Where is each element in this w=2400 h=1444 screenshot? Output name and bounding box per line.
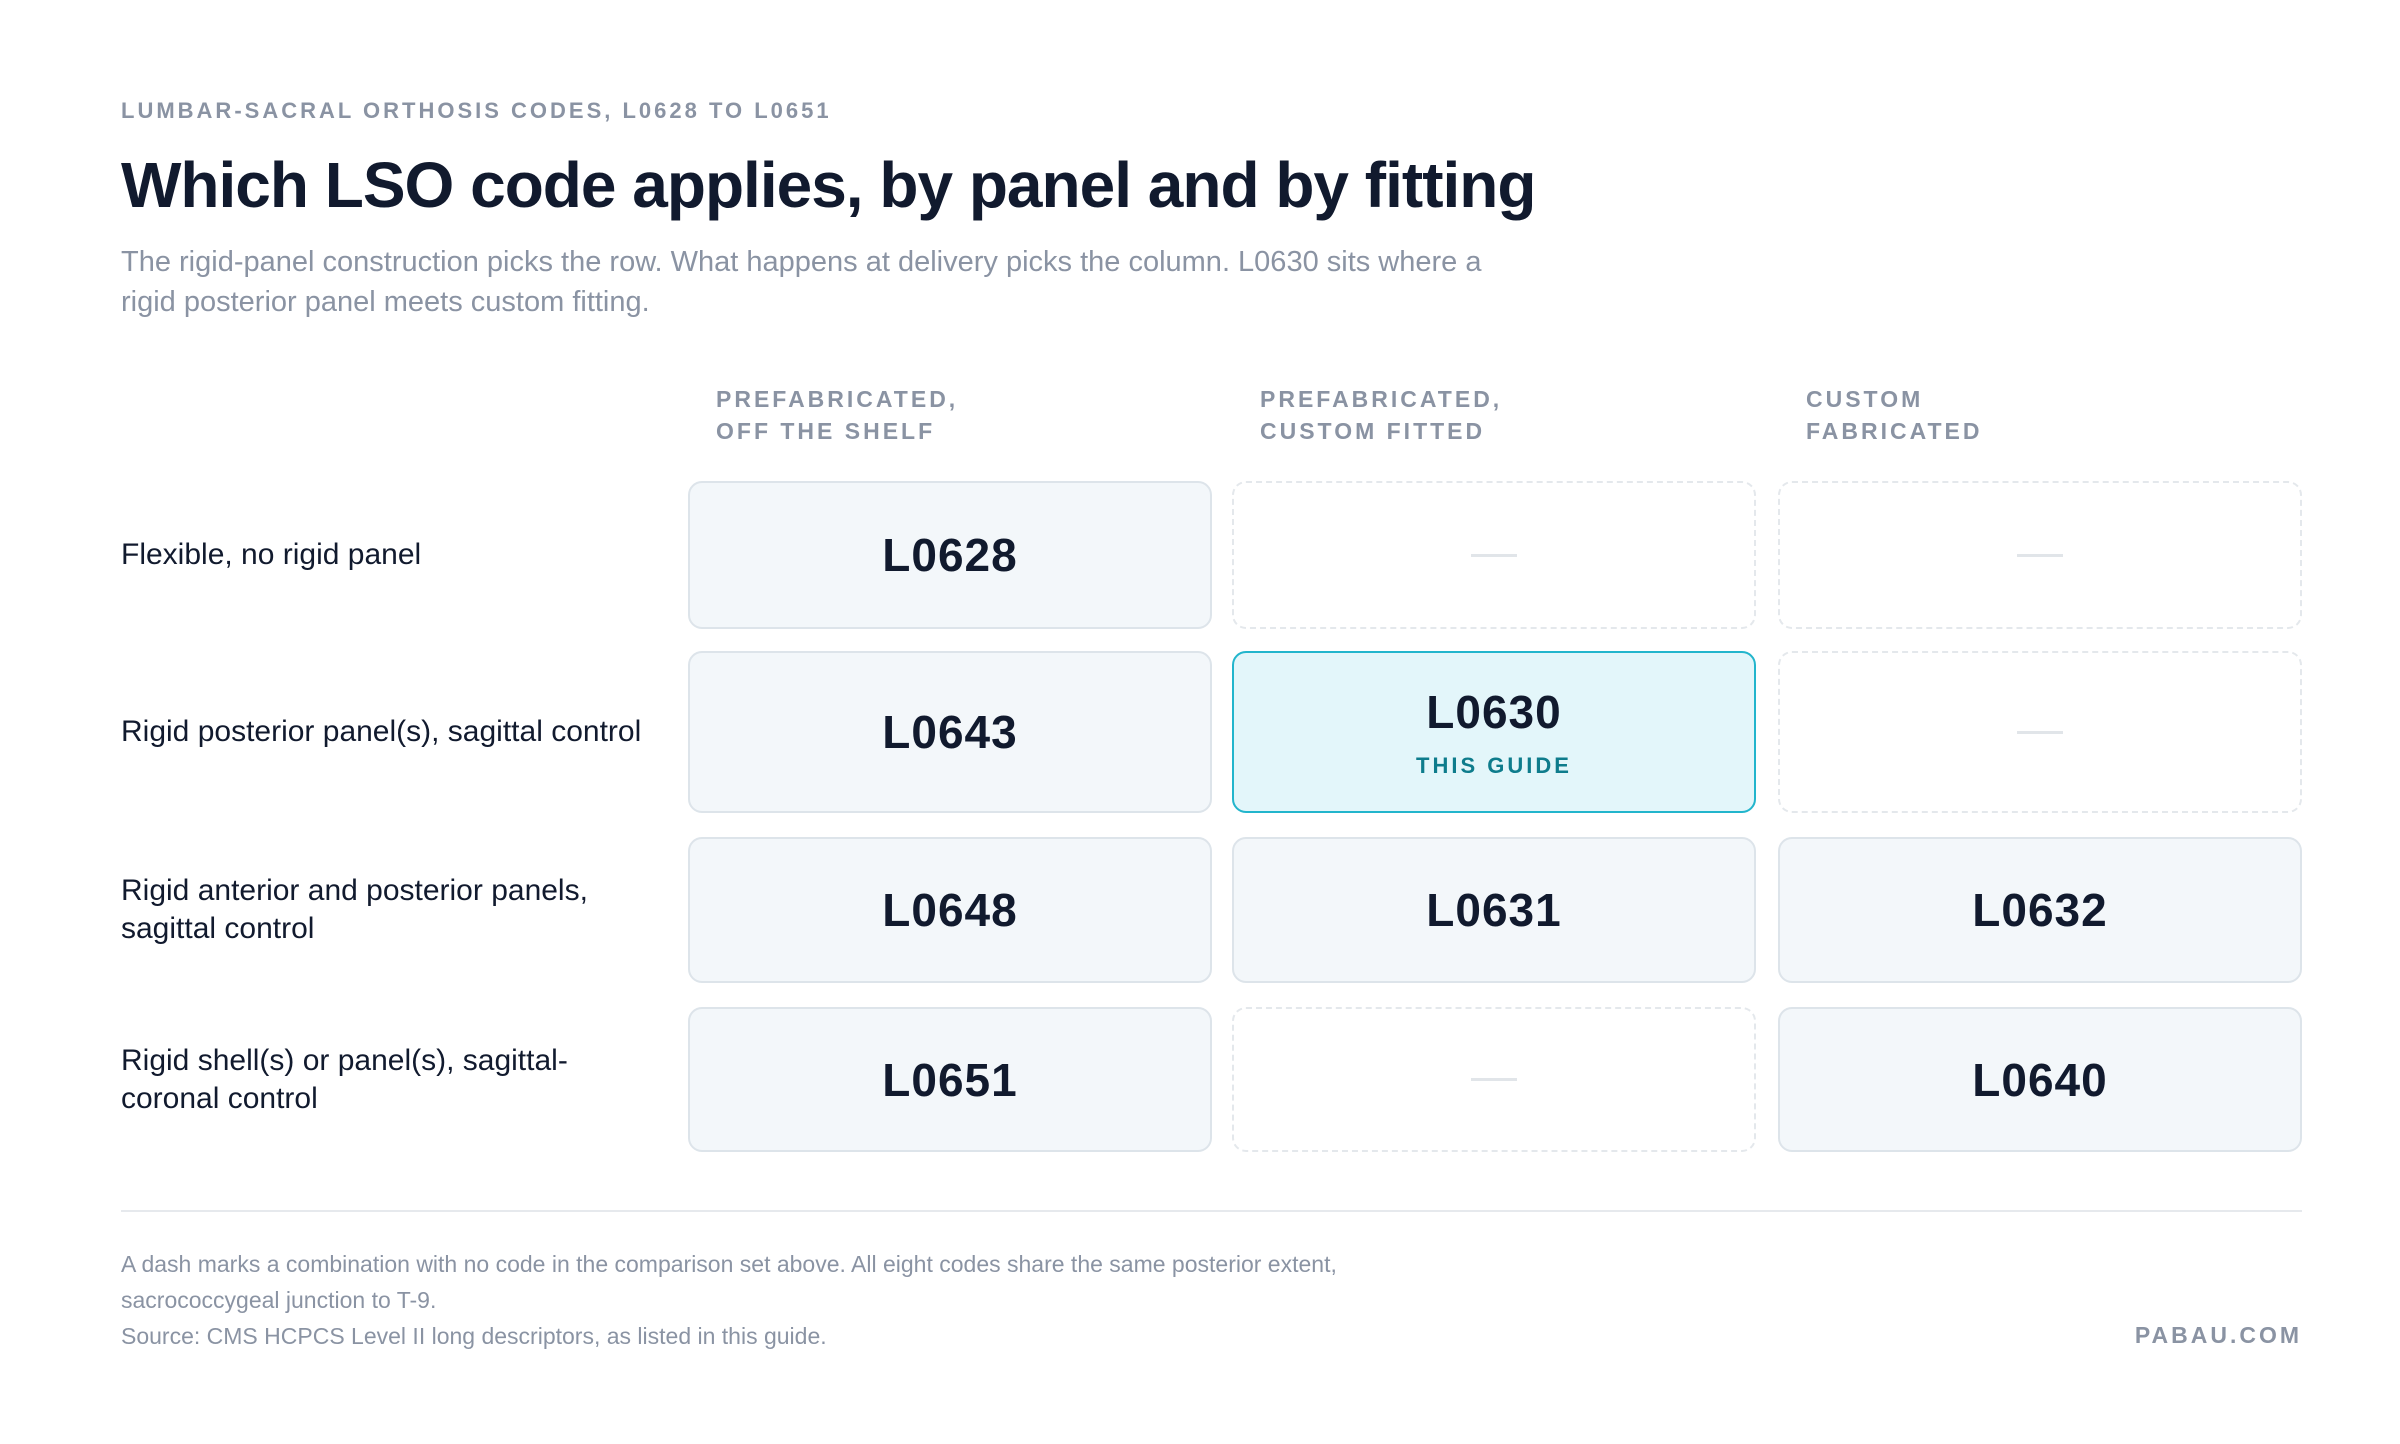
source: Source: CMS HCPCS Level II long descript…	[121, 1323, 827, 1349]
row-label: Flexible, no rigid panel	[121, 538, 422, 571]
code: L0632	[1972, 884, 2108, 936]
column-header-line: PREFABRICATED,	[1260, 386, 1503, 412]
code: L0628	[882, 529, 1018, 581]
row-label: Rigid shell(s) or panel(s), sagittal-cor…	[121, 1043, 568, 1115]
code-cell	[1232, 1007, 1756, 1152]
code-cell: L0632	[1778, 837, 2302, 983]
code-cell: L0648	[688, 837, 1212, 983]
brand: PABAU.COM	[2134, 1322, 2302, 1348]
row-label: Rigid posterior panel(s), sagittal contr…	[121, 715, 642, 748]
title: Which LSO code applies, by panel and by …	[121, 149, 1536, 221]
code-cell: L0630 THIS GUIDE	[1232, 651, 1756, 813]
code: L0640	[1972, 1053, 2108, 1106]
column-header-line: CUSTOM	[1806, 386, 1924, 412]
code-cell: L0643	[688, 651, 1212, 813]
empty-dash	[2017, 553, 2063, 557]
subtitle: The rigid-panel construction picks the r…	[121, 246, 1482, 318]
code-cell: L0651	[688, 1007, 1212, 1152]
code-cell: L0631	[1232, 837, 1756, 983]
column-header: PREFABRICATED, CUSTOM FITTED	[1260, 383, 1502, 447]
footnote: A dash marks a combination with no code …	[121, 1251, 1337, 1313]
divider	[121, 1210, 2302, 1212]
code: L0651	[882, 1053, 1018, 1106]
code-cell: L0640	[1778, 1007, 2302, 1152]
eyebrow: LUMBAR-SACRAL ORTHOSIS CODES, L0628 TO L…	[121, 98, 832, 123]
column-header: CUSTOM FABRICATED	[1806, 383, 1983, 447]
column-header-line: CUSTOM FITTED	[1260, 418, 1486, 444]
column-header-line: FABRICATED	[1806, 418, 1983, 444]
code: L0631	[1426, 884, 1562, 936]
column-header-line: PREFABRICATED,	[716, 386, 959, 412]
empty-dash	[1471, 553, 1517, 557]
column-header-line: OFF THE SHELF	[716, 418, 936, 444]
column-header: PREFABRICATED, OFF THE SHELF	[716, 383, 958, 447]
empty-dash	[2017, 730, 2063, 734]
code: L0643	[882, 706, 1018, 758]
cell-tag: THIS GUIDE	[1416, 753, 1572, 778]
code-cell	[1232, 481, 1756, 629]
code-cell	[1778, 651, 2302, 813]
empty-dash	[1471, 1078, 1517, 1081]
code: L0630	[1426, 686, 1562, 738]
code-cell: L0628	[688, 481, 1212, 629]
code-cell	[1778, 481, 2302, 629]
code: L0648	[882, 884, 1018, 936]
row-label: Rigid anterior and posterior panels, sag…	[121, 874, 588, 945]
